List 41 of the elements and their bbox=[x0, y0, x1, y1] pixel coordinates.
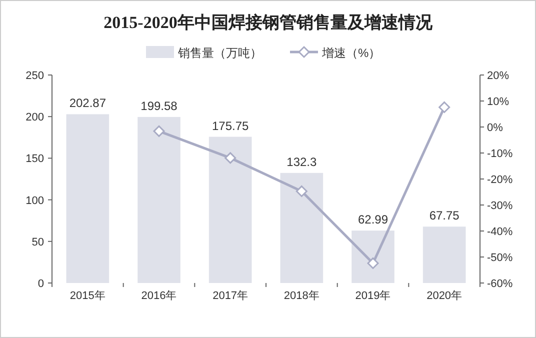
bar bbox=[66, 114, 110, 283]
bar bbox=[352, 230, 394, 283]
point bbox=[153, 125, 165, 137]
point bbox=[438, 101, 450, 113]
x-tick-label: 2016年 bbox=[141, 290, 177, 302]
data-label: 132.3 bbox=[286, 154, 318, 169]
x-tick-label: 2020年 bbox=[426, 290, 462, 302]
y-tick-label: 50 bbox=[32, 236, 44, 248]
bar bbox=[280, 172, 324, 283]
x-tick-label: 2019年 bbox=[355, 290, 391, 302]
point bbox=[367, 257, 379, 269]
x-tick-label: 2017年 bbox=[212, 290, 248, 302]
y-tick-label: 0 bbox=[38, 278, 44, 290]
legend-label: 销售量（万吨） bbox=[177, 46, 262, 60]
data-label: 202.87 bbox=[69, 96, 106, 110]
y2-tick-label: -30% bbox=[487, 200, 513, 212]
y2-tick-label: 10% bbox=[487, 96, 510, 108]
y2-tick-label: -60% bbox=[487, 278, 513, 290]
y2-tick-label: 20% bbox=[487, 70, 510, 82]
y-tick-label: 250 bbox=[26, 70, 44, 82]
y2-tick-label: -10% bbox=[487, 148, 513, 160]
data-label: 62.99 bbox=[358, 212, 388, 227]
bar bbox=[208, 136, 252, 283]
y2-tick-label: 0% bbox=[487, 122, 504, 134]
bar bbox=[422, 226, 466, 283]
data-label: 199.58 bbox=[140, 98, 178, 113]
data-label: 67.75 bbox=[429, 208, 460, 223]
legend-label: 增速（%） bbox=[321, 46, 381, 60]
chart-title: 2015-2020年中国焊接钢管销售量及增速情况 bbox=[104, 13, 434, 32]
y-tick-label: 150 bbox=[26, 153, 44, 166]
bar bbox=[138, 116, 180, 283]
x-tick-label: 2015年 bbox=[70, 290, 106, 302]
y2-tick-label: -40% bbox=[487, 226, 513, 238]
y2-tick-label: -50% bbox=[487, 252, 513, 264]
point bbox=[296, 185, 308, 197]
y2-tick-label: -20% bbox=[487, 174, 513, 186]
y-tick-label: 100 bbox=[26, 194, 44, 207]
data-label: 175.75 bbox=[212, 118, 250, 133]
y-tick-label: 200 bbox=[26, 112, 44, 124]
point bbox=[224, 152, 236, 164]
x-tick-label: 2018年 bbox=[284, 290, 320, 302]
